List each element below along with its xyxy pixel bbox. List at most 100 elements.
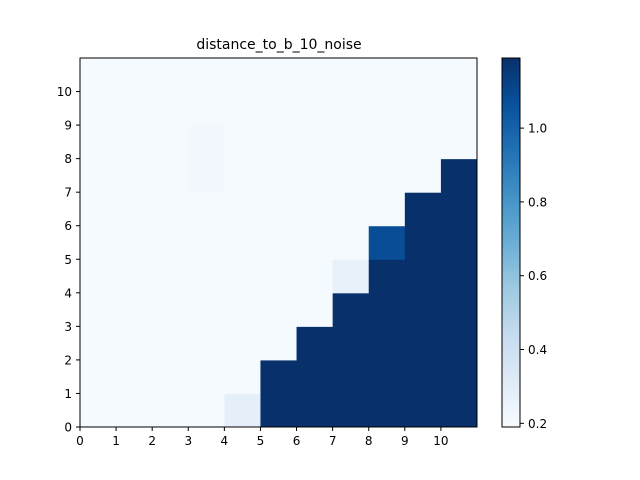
- heatmap-cell: [188, 359, 225, 394]
- x-tick-label: 5: [257, 434, 265, 448]
- x-tick-label: 4: [221, 434, 229, 448]
- x-tick-label: 0: [76, 434, 84, 448]
- heatmap-cell: [152, 359, 189, 394]
- heatmap-cell: [296, 58, 334, 93]
- heatmap-cell: [404, 91, 442, 126]
- x-tick-label: 8: [365, 434, 373, 448]
- heatmap-cell: [152, 225, 189, 260]
- heatmap-cell: [152, 58, 189, 93]
- chart-title: distance_to_b_10_noise: [196, 37, 361, 53]
- heatmap-cell: [296, 91, 334, 126]
- y-tick-label: 3: [64, 320, 72, 334]
- heatmap-cell: [188, 91, 225, 126]
- heatmap-cell: [296, 359, 334, 394]
- y-tick-label: 4: [64, 286, 72, 300]
- colorbar-tick-label: 0.4: [528, 343, 547, 357]
- heatmap-cell: [116, 393, 153, 428]
- heatmap-cell: [332, 326, 370, 361]
- heatmap-cell: [260, 58, 298, 93]
- heatmap-cell: [368, 158, 406, 193]
- heatmap-cell: [80, 158, 117, 193]
- x-tick-label: 3: [184, 434, 192, 448]
- heatmap-cell: [296, 292, 334, 327]
- heatmap-cell: [152, 192, 189, 227]
- heatmap-cell: [440, 292, 478, 327]
- heatmap-cell: [260, 91, 298, 126]
- heatmap-cell: [116, 359, 153, 394]
- heatmap-cell: [152, 91, 189, 126]
- heatmap-cell: [296, 125, 334, 160]
- heatmap-cell: [116, 91, 153, 126]
- heatmap-cell: [80, 125, 117, 160]
- heatmap-cell: [332, 158, 370, 193]
- heatmap-cell: [332, 58, 370, 93]
- heatmap-cell: [368, 192, 406, 227]
- heatmap-cell: [80, 58, 117, 93]
- heatmap-cell: [152, 158, 189, 193]
- heatmap-cell: [404, 259, 442, 294]
- heatmap-cell: [260, 225, 298, 260]
- heatmap-cell: [440, 259, 478, 294]
- heatmap-cell: [296, 326, 334, 361]
- heatmap-cell: [116, 192, 153, 227]
- heatmap-cell: [116, 158, 153, 193]
- y-tick-label: 7: [64, 186, 72, 200]
- heatmap-cell: [296, 158, 334, 193]
- heatmap-cell: [188, 393, 225, 428]
- heatmap-cell: [296, 259, 334, 294]
- heatmap-cell: [368, 225, 406, 260]
- heatmap-cell: [404, 58, 442, 93]
- heatmap-cell: [440, 125, 478, 160]
- heatmap-cell: [224, 225, 261, 260]
- heatmap-cell: [404, 292, 442, 327]
- heatmap-cell: [116, 225, 153, 260]
- heatmap-cell: [188, 125, 225, 160]
- heatmap-cell: [80, 91, 117, 126]
- heatmap-cell: [404, 326, 442, 361]
- heatmap-cell: [188, 192, 225, 227]
- heatmap-cells: [80, 58, 478, 428]
- heatmap-cell: [188, 259, 225, 294]
- heatmap-cell: [332, 91, 370, 126]
- x-tick-label: 10: [433, 434, 448, 448]
- heatmap-cell: [224, 326, 261, 361]
- heatmap-cell: [296, 393, 334, 428]
- heatmap-cell: [152, 125, 189, 160]
- heatmap-cell: [80, 326, 117, 361]
- heatmap-cell: [224, 192, 261, 227]
- heatmap-cell: [332, 125, 370, 160]
- x-tick-label: 6: [293, 434, 301, 448]
- y-tick-label: 2: [64, 353, 72, 367]
- colorbar-tick-label: 0.8: [528, 195, 547, 209]
- heatmap-cell: [440, 58, 478, 93]
- heatmap-cell: [332, 192, 370, 227]
- heatmap-cell: [116, 259, 153, 294]
- heatmap-cell: [116, 125, 153, 160]
- plot-frame: [79, 57, 478, 428]
- heatmap-cell: [440, 192, 478, 227]
- heatmap-cell: [332, 359, 370, 394]
- heatmap-cell: [332, 225, 370, 260]
- heatmap-cell: [368, 326, 406, 361]
- heatmap-cell: [260, 393, 298, 428]
- heatmap-cell: [296, 225, 334, 260]
- heatmap-cell: [188, 58, 225, 93]
- y-tick-label: 6: [64, 219, 72, 233]
- heatmap-cell: [80, 225, 117, 260]
- heatmap-cell: [296, 192, 334, 227]
- x-tick-label: 9: [401, 434, 409, 448]
- x-axis: 0 1 2 3 4 5 6 7 8 9 10: [76, 427, 449, 448]
- y-tick-label: 1: [64, 387, 72, 401]
- heatmap-cell: [368, 91, 406, 126]
- colorbar-tick-label: 1.0: [528, 122, 547, 136]
- y-tick-label: 10: [57, 85, 72, 99]
- x-tick-label: 2: [148, 434, 156, 448]
- x-tick-label: 1: [112, 434, 120, 448]
- heatmap-cell: [224, 359, 261, 394]
- heatmap-cell: [224, 58, 261, 93]
- heatmap-cell: [260, 192, 298, 227]
- heatmap-cell: [80, 192, 117, 227]
- heatmap-cell: [332, 393, 370, 428]
- heatmap-cell: [80, 393, 117, 428]
- heatmap-cell: [260, 359, 298, 394]
